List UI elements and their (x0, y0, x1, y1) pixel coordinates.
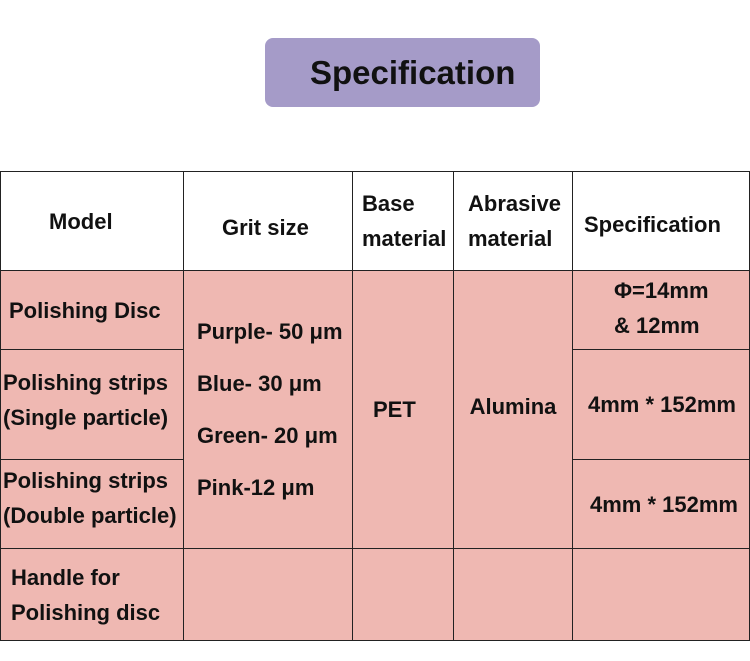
header-text: Model (49, 208, 113, 234)
model-text-line: (Double particle) (3, 503, 177, 528)
abrasive-material-text: Alumina (469, 394, 557, 419)
grit-size-item: Blue- 30 μm (197, 370, 322, 396)
grit-size-cell: Purple- 50 μm Blue- 30 μm Green- 20 μm P… (183, 270, 353, 549)
header-text-line: material (468, 226, 553, 251)
model-text-line: Handle for (11, 564, 120, 590)
column-header-grit-size: Grit size (183, 171, 353, 271)
page-title: Specification (265, 38, 540, 107)
empty-cell (352, 548, 454, 641)
model-cell-handle: Handle for Polishing disc (0, 548, 184, 641)
model-text-line: Polishing disc (11, 599, 161, 625)
spec-text-line: Φ=14mm (614, 278, 709, 303)
model-text-line: (Single particle) (3, 404, 169, 430)
spec-cell-handle (572, 548, 750, 641)
abrasive-material-cell: Alumina (453, 270, 573, 549)
column-header-abrasive-material: Abrasive material (453, 171, 573, 271)
header-text: Specification (584, 211, 721, 237)
column-header-base-material: Base material (352, 171, 454, 271)
spec-cell-polishing-strips-double: 4mm * 152mm (572, 459, 750, 549)
specification-table: Model Grit size Base material Abrasive m… (0, 171, 750, 641)
column-header-specification: Specification (572, 171, 750, 271)
model-text-line: Polishing strips (3, 468, 169, 493)
spec-cell-polishing-disc: Φ=14mm & 12mm (572, 270, 750, 350)
header-text-line: Base (362, 191, 415, 216)
model-cell-polishing-strips-double: Polishing strips (Double particle) (0, 459, 184, 549)
header-text: Grit size (222, 214, 309, 240)
grit-size-item: Green- 20 μm (197, 422, 338, 448)
spec-text-line: & 12mm (614, 313, 700, 338)
model-text: Polishing Disc (9, 297, 161, 323)
header-text-line: material (362, 226, 447, 251)
spec-cell-polishing-strips-single: 4mm * 152mm (572, 349, 750, 460)
empty-cell (183, 548, 353, 641)
base-material-text: PET (373, 397, 416, 422)
grit-size-item: Pink-12 μm (197, 474, 315, 500)
spec-text: 4mm * 152mm (590, 491, 738, 517)
grit-size-item: Purple- 50 μm (197, 318, 343, 344)
model-cell-polishing-disc: Polishing Disc (0, 270, 184, 350)
header-text-line: Abrasive (468, 191, 561, 216)
spec-text: 4mm * 152mm (588, 392, 736, 417)
empty-cell (453, 548, 573, 641)
base-material-cell: PET (352, 270, 454, 549)
column-header-model: Model (0, 171, 184, 271)
model-text-line: Polishing strips (3, 369, 169, 395)
model-cell-polishing-strips-single: Polishing strips (Single particle) (0, 349, 184, 460)
